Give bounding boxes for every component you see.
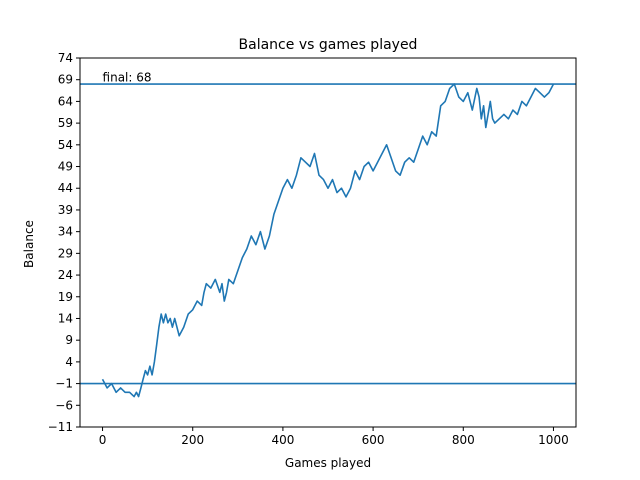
y-tick-label: 54 — [58, 138, 73, 152]
chart-title: Balance vs games played — [239, 37, 418, 53]
axes-frame — [79, 57, 577, 428]
y-tick-label: −11 — [48, 420, 73, 434]
y-tick-label: 39 — [58, 203, 73, 217]
y-tick-label: 49 — [58, 160, 73, 174]
x-tick-label: 600 — [362, 433, 385, 447]
y-tick-label: −6 — [55, 398, 73, 412]
x-axis-label: Games played — [285, 456, 371, 470]
y-tick-label: 74 — [58, 51, 73, 65]
y-tick-label: −1 — [55, 377, 73, 391]
balance-series-line — [101, 83, 555, 398]
x-tick-label: 400 — [271, 433, 294, 447]
y-tick-label: 9 — [65, 333, 73, 347]
x-tick-label: 0 — [99, 433, 107, 447]
y-axis-label: Balance — [22, 220, 36, 268]
y-tick-label: 59 — [58, 116, 73, 130]
y-tick-label: 4 — [65, 355, 73, 369]
x-tick-label: 1000 — [538, 433, 569, 447]
y-tick-label: 34 — [58, 225, 73, 239]
y-tick-label: 14 — [58, 311, 73, 325]
tick-marks: 0 200 400 600 800 1000−11−6−14914192429343944… — [48, 51, 569, 447]
x-tick-label: 200 — [181, 433, 204, 447]
y-tick-label: 64 — [58, 94, 73, 108]
x-tick-label: 800 — [452, 433, 475, 447]
y-tick-label: 44 — [58, 181, 73, 195]
y-tick-label: 19 — [58, 290, 73, 304]
y-tick-label: 24 — [58, 268, 73, 282]
final-annotation: final: 68 — [103, 71, 152, 85]
y-tick-label: 69 — [58, 73, 73, 87]
y-tick-label: 29 — [58, 246, 73, 260]
plot-area: final: 68 — [79, 57, 577, 428]
